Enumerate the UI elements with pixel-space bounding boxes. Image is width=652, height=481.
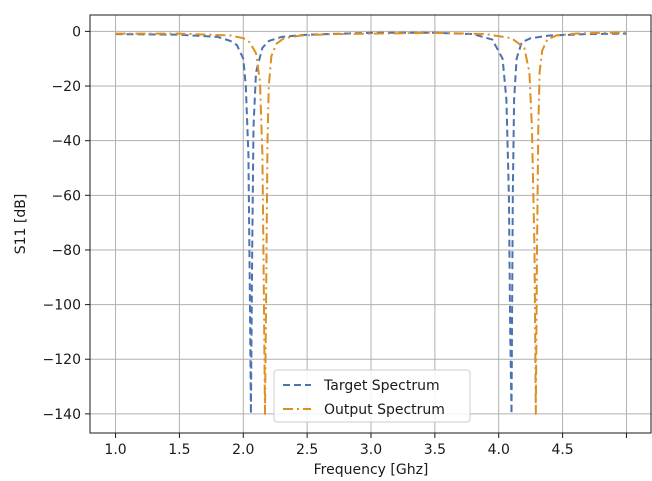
legend-label-output: Output Spectrum bbox=[324, 402, 445, 418]
x-tick-label: 3.5 bbox=[424, 442, 446, 458]
grid-lines bbox=[90, 15, 652, 433]
x-tick-label: 1.5 bbox=[168, 442, 190, 458]
x-tick-label: 4.0 bbox=[488, 442, 510, 458]
y-tick-label: −20 bbox=[51, 79, 81, 95]
y-axis-label: S11 [dB] bbox=[13, 194, 29, 255]
y-tick-label: −100 bbox=[43, 298, 81, 314]
x-tick-label: 2.0 bbox=[232, 442, 254, 458]
x-tick-label: 2.5 bbox=[296, 442, 318, 458]
y-tick-label: −140 bbox=[43, 407, 81, 423]
legend-box bbox=[273, 369, 471, 423]
x-tick-label: 4.5 bbox=[551, 442, 573, 458]
x-axis-ticks: 1.0 1.5 2.0 2.5 3.0 3.5 4.0 4.5 bbox=[104, 433, 627, 458]
y-tick-label: −80 bbox=[51, 243, 81, 259]
legend-label-target: Target Spectrum bbox=[323, 378, 440, 394]
legend: Target Spectrum Output Spectrum bbox=[273, 369, 471, 423]
y-axis-ticks: 0 −20 −40 −60 −80 −100 −120 −140 bbox=[43, 24, 90, 423]
x-tick-label: 1.0 bbox=[104, 442, 126, 458]
x-axis-label: Frequency [Ghz] bbox=[314, 462, 429, 478]
y-tick-label: −40 bbox=[51, 134, 81, 150]
y-tick-label: −60 bbox=[51, 188, 81, 204]
y-tick-label: 0 bbox=[72, 24, 81, 40]
x-tick-label: 3.0 bbox=[360, 442, 382, 458]
y-tick-label: −120 bbox=[43, 352, 81, 368]
series-layer bbox=[115, 31, 627, 415]
series-line-output bbox=[115, 31, 627, 415]
